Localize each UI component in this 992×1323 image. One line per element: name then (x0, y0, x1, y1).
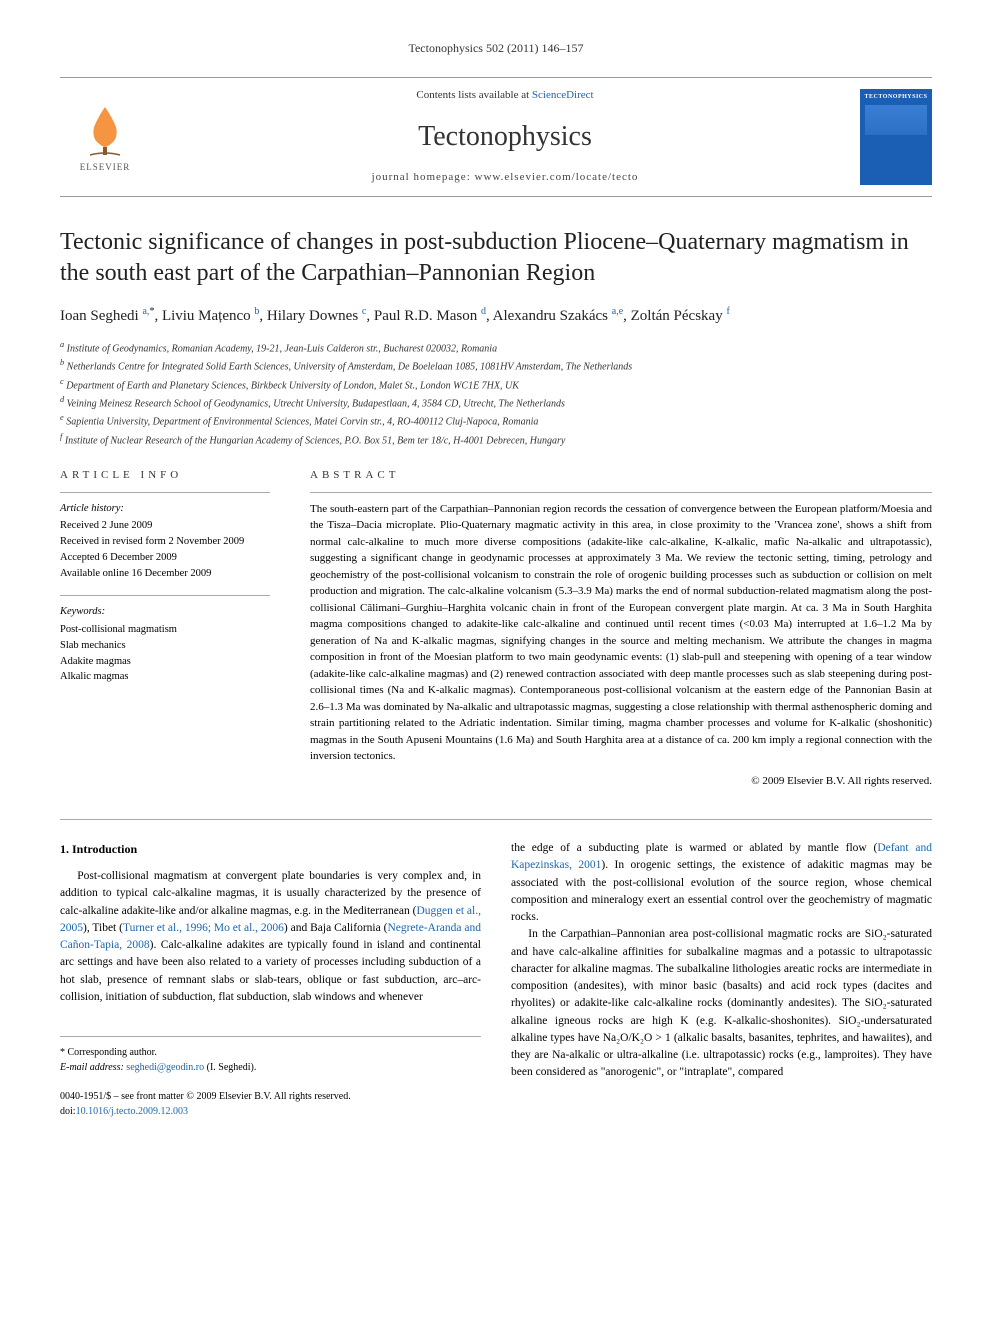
footer-meta: 0040-1951/$ – see front matter © 2009 El… (60, 1089, 481, 1119)
contents-available-line: Contents lists available at ScienceDirec… (150, 88, 860, 103)
article-history-block: Article history: Received 2 June 2009Rec… (60, 492, 270, 582)
intro-text-2a: the edge of a subducting plate is warmed… (511, 842, 877, 854)
abstract-heading: ABSTRACT (310, 468, 932, 483)
affiliation-line: c Department of Earth and Planetary Scie… (60, 376, 932, 393)
email-label: E-mail address: (60, 1062, 126, 1073)
email-line: E-mail address: seghedi@geodin.ro (I. Se… (60, 1060, 481, 1075)
intro-paragraph-1: Post-collisional magmatism at convergent… (60, 868, 481, 1006)
sciencedirect-link[interactable]: ScienceDirect (532, 89, 594, 101)
article-info-heading: ARTICLE INFO (60, 468, 270, 483)
intro-text-1b: ), Tibet ( (83, 922, 123, 934)
affiliation-line: b Netherlands Centre for Integrated Soli… (60, 357, 932, 374)
journal-homepage-line: journal homepage: www.elsevier.com/locat… (150, 170, 860, 185)
history-item: Received in revised form 2 November 2009 (60, 534, 270, 550)
email-suffix: (I. Seghedi). (204, 1062, 256, 1073)
journal-title: Tectonophysics (150, 117, 860, 156)
elsevier-wordmark: ELSEVIER (80, 161, 131, 174)
keyword-item: Slab mechanics (60, 638, 270, 654)
section-1-heading: 1. Introduction (60, 840, 481, 858)
keyword-item: Adakite magmas (60, 654, 270, 670)
body-column-right: the edge of a subducting plate is warmed… (511, 840, 932, 1119)
history-item: Received 2 June 2009 (60, 518, 270, 534)
journal-reference: Tectonophysics 502 (2011) 146–157 (60, 40, 932, 57)
doi-label: doi: (60, 1106, 76, 1117)
keywords-label: Keywords: (60, 604, 270, 620)
header-center: Contents lists available at ScienceDirec… (150, 88, 860, 186)
article-info-column: ARTICLE INFO Article history: Received 2… (60, 468, 270, 789)
intro-paragraph-1-cont: the edge of a subducting plate is warmed… (511, 840, 932, 926)
elsevier-tree-icon (70, 99, 140, 159)
history-label: Article history: (60, 501, 270, 517)
elsevier-logo: ELSEVIER (60, 92, 150, 182)
affiliation-line: d Veining Meinesz Research School of Geo… (60, 394, 932, 411)
keywords-list: Post-collisional magmatismSlab mechanics… (60, 622, 270, 685)
keyword-item: Alkalic magmas (60, 669, 270, 685)
info-abstract-row: ARTICLE INFO Article history: Received 2… (60, 468, 932, 789)
affiliation-line: e Sapientia University, Department of En… (60, 412, 932, 429)
homepage-prefix: journal homepage: (372, 171, 475, 183)
abstract-column: ABSTRACT The south-eastern part of the C… (310, 468, 932, 789)
doi-link[interactable]: 10.1016/j.tecto.2009.12.003 (76, 1106, 189, 1117)
corresponding-email-link[interactable]: seghedi@geodin.ro (126, 1062, 204, 1073)
corresponding-author-footnote: * Corresponding author. E-mail address: … (60, 1036, 481, 1075)
keyword-item: Post-collisional magmatism (60, 622, 270, 638)
corresponding-label: * Corresponding author. (60, 1045, 481, 1060)
article-title: Tectonic significance of changes in post… (60, 227, 932, 289)
history-item: Accepted 6 December 2009 (60, 550, 270, 566)
issn-line: 0040-1951/$ – see front matter © 2009 El… (60, 1089, 481, 1104)
abstract-text: The south-eastern part of the Carpathian… (310, 492, 932, 790)
affiliation-line: a Institute of Geodynamics, Romanian Aca… (60, 339, 932, 356)
cover-image-placeholder (865, 105, 927, 135)
intro-text-1c: ) and Baja California ( (284, 922, 388, 934)
contents-prefix: Contents lists available at (416, 89, 531, 101)
affiliation-line: f Institute of Nuclear Research of the H… (60, 431, 932, 448)
keywords-block: Keywords: Post-collisional magmatismSlab… (60, 595, 270, 685)
abstract-body: The south-eastern part of the Carpathian… (310, 503, 932, 763)
abstract-copyright: © 2009 Elsevier B.V. All rights reserved… (310, 773, 932, 790)
homepage-url[interactable]: www.elsevier.com/locate/tecto (475, 171, 639, 183)
journal-header-bar: ELSEVIER Contents lists available at Sci… (60, 77, 932, 197)
journal-cover-thumbnail: TECTONOPHYSICS (860, 89, 932, 185)
body-two-columns: 1. Introduction Post-collisional magmati… (60, 819, 932, 1119)
affiliations-block: a Institute of Geodynamics, Romanian Aca… (60, 339, 932, 448)
history-list: Received 2 June 2009Received in revised … (60, 518, 270, 581)
history-item: Available online 16 December 2009 (60, 566, 270, 582)
cover-title: TECTONOPHYSICS (865, 93, 928, 101)
doi-line: doi:10.1016/j.tecto.2009.12.003 (60, 1104, 481, 1119)
ref-turner-mo[interactable]: Turner et al., 1996; Mo et al., 2006 (123, 922, 284, 934)
intro-paragraph-2: In the Carpathian–Pannonian area post-co… (511, 926, 932, 1081)
body-column-left: 1. Introduction Post-collisional magmati… (60, 840, 481, 1119)
authors-line: Ioan Seghedi a,*, Liviu Mațenco b, Hilar… (60, 305, 932, 327)
